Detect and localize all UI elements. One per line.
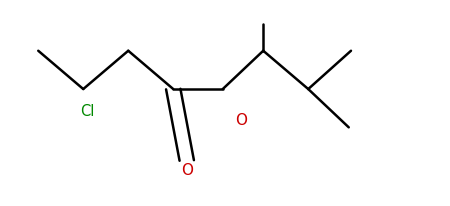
Text: O: O bbox=[235, 112, 247, 127]
Text: O: O bbox=[181, 163, 193, 177]
Text: Cl: Cl bbox=[81, 104, 95, 119]
